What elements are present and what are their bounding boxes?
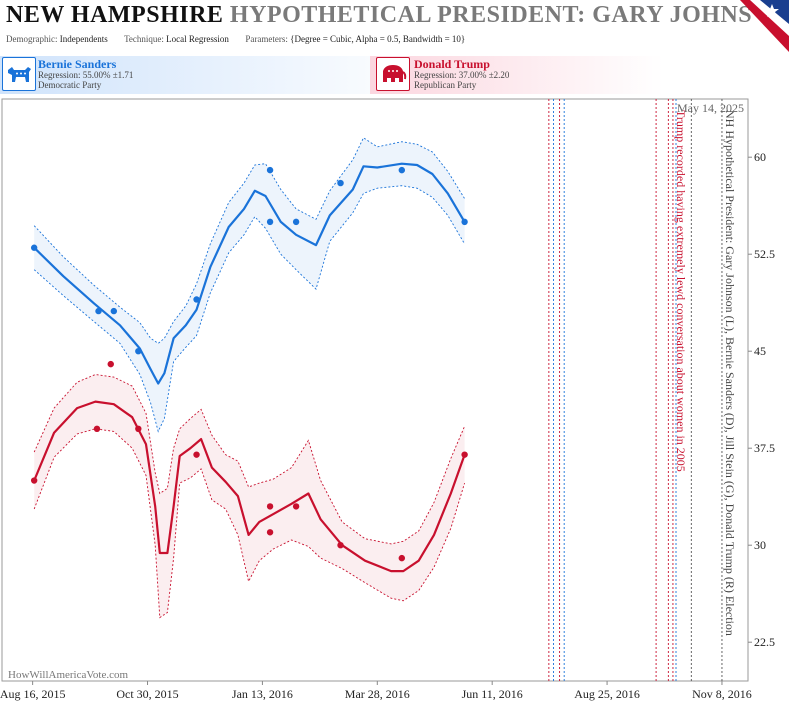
republican-regression: Regression: 37.00% ±2.20	[414, 70, 510, 80]
poll-point	[30, 244, 38, 251]
demographic-label: Demographic:	[6, 34, 58, 44]
poll-point	[193, 296, 200, 303]
poll-point	[266, 503, 274, 510]
watermark: HowWillAmericaVote.com	[8, 669, 128, 681]
x-tick-label: Jun 11, 2016	[462, 687, 523, 701]
upper-bound-line	[33, 374, 466, 545]
x-tick-label: Aug 16, 2015	[0, 687, 65, 701]
poll-point	[135, 425, 142, 432]
parameters-row: Demographic: Independents Technique: Loc…	[6, 34, 465, 44]
title-state: NEW HAMPSHIRE	[6, 2, 224, 28]
poll-point	[93, 425, 101, 432]
poll-point	[398, 554, 406, 562]
parameters-value: {Degree = Cubic, Alpha = 0.5, Bandwidth …	[290, 34, 466, 44]
donkey-icon	[2, 57, 36, 91]
republican-party: Republican Party	[414, 80, 477, 90]
trend-line	[33, 162, 466, 385]
poll-point	[292, 218, 300, 226]
y-tick-label: 37.5	[754, 441, 775, 455]
y-tick-label: 52.5	[754, 247, 775, 261]
democrat-party: Democratic Party	[38, 80, 102, 90]
poll-point	[135, 348, 142, 355]
poll-point	[266, 218, 274, 226]
poll-point	[266, 529, 274, 536]
y-tick-label: 22.5	[754, 635, 775, 649]
parameters-label: Parameters:	[245, 34, 288, 44]
trend-line	[33, 400, 466, 573]
chart-title: NEW HAMPSHIRE HYPOTHETICAL PRESIDENT: GA…	[6, 2, 751, 36]
poll-point	[398, 166, 406, 174]
confidence-band	[34, 137, 465, 432]
event-annotation: Trump recorded having extremely lewd con…	[674, 110, 688, 472]
chart-area: 22.5 30 37.5 45 52.5 60 Aug 16, 2015 Oct 30, 20…	[0, 96, 789, 704]
y-tick-label: 60	[754, 150, 766, 164]
elephant-icon	[376, 57, 410, 91]
demographic-value: Independents	[59, 34, 108, 44]
regression-chart: 22.5 30 37.5 45 52.5 60 Aug 16, 2015 Oct 30, 20…	[0, 98, 775, 701]
flag-logo-icon	[740, 0, 789, 52]
lower-bound-line	[33, 428, 466, 619]
plot-frame	[1, 98, 749, 682]
x-tick-label: Oct 30, 2015	[116, 687, 178, 701]
x-tick-label: Aug 25, 2016	[574, 687, 640, 701]
y-tick-label: 30	[754, 538, 766, 552]
poll-point	[461, 451, 468, 458]
poll-point	[266, 166, 274, 174]
technique-value: Local Regression	[166, 34, 229, 44]
poll-point	[110, 307, 118, 315]
upper-bound-line	[33, 137, 465, 344]
poll-point	[30, 477, 38, 484]
technique-label: Technique:	[124, 34, 164, 44]
x-tick-label: Mar 28, 2016	[345, 687, 410, 701]
y-tick-label: 45	[754, 344, 766, 358]
event-annotation: NH Hypothetical President: Gary Johnson …	[723, 110, 737, 636]
x-tick-label: Jan 13, 2016	[232, 687, 293, 701]
poll-point	[95, 307, 102, 315]
democrat-candidate-name: Bernie Sanders	[38, 57, 117, 71]
poll-point	[292, 503, 300, 510]
poll-point	[337, 179, 344, 187]
lower-bound-line	[33, 185, 465, 433]
democrat-regression: Regression: 55.00% ±1.71	[38, 70, 134, 80]
title-subject: HYPOTHETICAL PRESIDENT: GARY JOHNSON	[229, 2, 751, 28]
x-tick-label: Nov 8, 2016	[692, 687, 752, 701]
poll-point	[107, 360, 114, 368]
date-stamp: May 14, 2025	[677, 101, 744, 115]
republican-band	[370, 56, 789, 94]
poll-point	[461, 218, 468, 226]
poll-point	[337, 542, 344, 549]
poll-point	[193, 451, 200, 458]
republican-candidate-name: Donald Trump	[414, 57, 490, 71]
